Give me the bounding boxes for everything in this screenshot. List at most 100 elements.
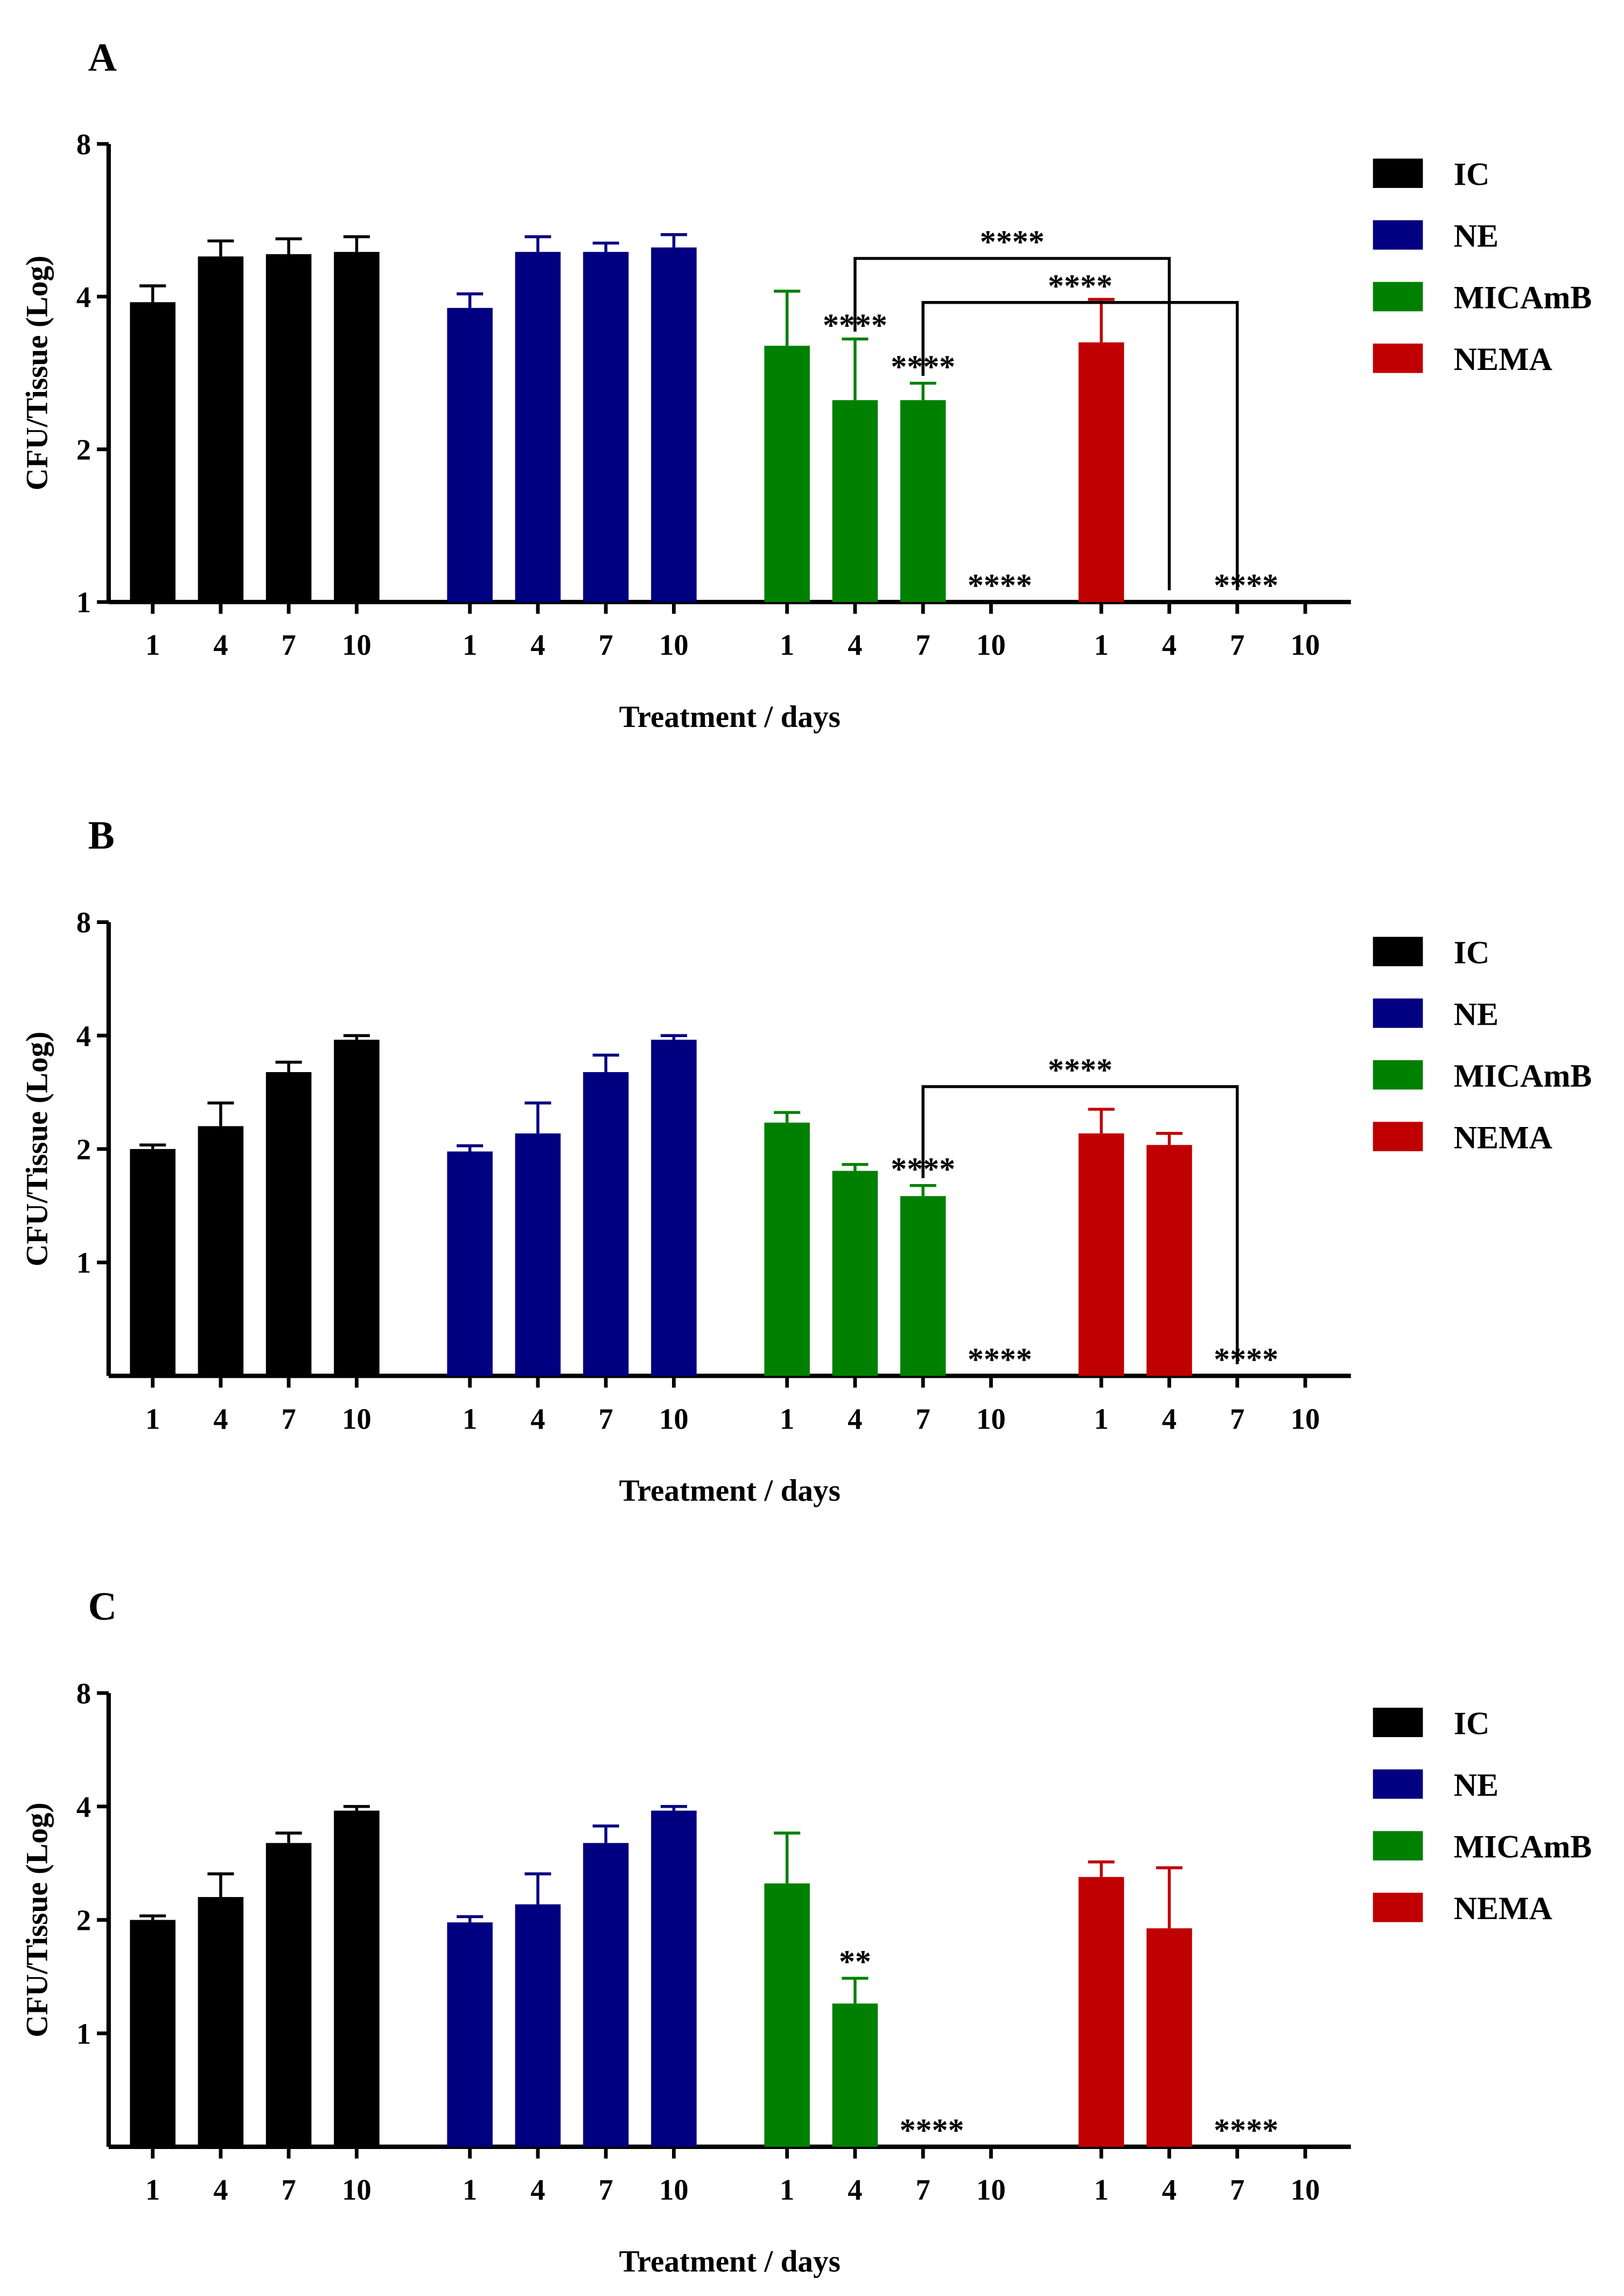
panel-label: B: [88, 813, 115, 857]
bar-nema: [1146, 1928, 1192, 2147]
x-tick-label: 7: [281, 1402, 296, 1435]
y-tick-label: 2: [76, 433, 91, 466]
bar-ic: [130, 1920, 176, 2147]
x-tick-label: 4: [213, 628, 228, 661]
bar-ic: [334, 1039, 380, 1376]
legend-swatch-micamb: [1373, 1831, 1423, 1861]
bar-micamb: [832, 1171, 878, 1376]
y-tick-label: 1: [76, 2017, 91, 2050]
legend-label-ne: NE: [1454, 218, 1499, 254]
significance-label: ****: [968, 568, 1032, 603]
x-axis-label: Treatment / days: [619, 1474, 841, 1508]
bar-ne: [447, 1151, 493, 1376]
x-tick-label: 7: [1230, 628, 1244, 661]
bar-ic: [130, 1149, 176, 1376]
significance-label: ****: [1214, 2112, 1278, 2148]
y-axis-label: CFU/Tissue (Log): [20, 1032, 54, 1266]
x-tick-label: 1: [463, 628, 477, 661]
x-tick-label: 10: [976, 628, 1006, 661]
y-tick-label: 2: [76, 1904, 91, 1937]
bar-ic: [130, 302, 176, 603]
bar-ne: [583, 251, 629, 603]
bar-ic: [334, 251, 380, 603]
y-tick-label: 4: [76, 1019, 91, 1052]
x-tick-label: 7: [281, 2173, 296, 2206]
panel-label: C: [88, 1584, 117, 1628]
bar-ne: [651, 1039, 697, 1376]
significance-label: ****: [1214, 568, 1278, 603]
legend-label-ic: IC: [1454, 1706, 1490, 1741]
x-tick-label: 10: [976, 2173, 1006, 2206]
bracket-label: ****: [1048, 1052, 1112, 1088]
y-axis-label: CFU/Tissue (Log): [20, 1802, 54, 2037]
significance-bracket: [921, 301, 1239, 591]
bar-micamb: [832, 400, 878, 603]
x-tick-label: 1: [145, 2173, 160, 2206]
x-tick-label: 4: [530, 2173, 545, 2206]
x-tick-label: 4: [848, 2173, 862, 2206]
legend-swatch-ne: [1373, 1769, 1423, 1799]
legend-swatch-ic: [1373, 158, 1423, 188]
bar-ne: [515, 1133, 561, 1376]
y-tick-label: 8: [76, 1677, 91, 1710]
panel-label: A: [88, 35, 117, 79]
x-tick-label: 10: [659, 2173, 689, 2206]
legend-swatch-nema: [1373, 1893, 1423, 1922]
bar-ne: [651, 1810, 697, 2147]
x-tick-label: 1: [145, 1402, 160, 1435]
x-tick-label: 4: [530, 628, 545, 661]
x-tick-label: 10: [976, 1402, 1006, 1435]
legend-label-ic: IC: [1454, 935, 1490, 970]
bar-ne: [515, 251, 561, 603]
significance-label: ****: [1214, 1341, 1278, 1377]
x-tick-label: 7: [599, 2173, 613, 2206]
x-tick-label: 1: [145, 628, 160, 661]
x-tick-label: 1: [780, 1402, 794, 1435]
legend-swatch-ne: [1373, 220, 1423, 250]
legend-swatch-micamb: [1373, 1060, 1423, 1090]
x-tick-label: 1: [1094, 2173, 1109, 2206]
x-tick-label: 7: [599, 1402, 613, 1435]
x-tick-label: 4: [213, 1402, 228, 1435]
bracket-label: ****: [1048, 268, 1112, 304]
bar-ic: [265, 1072, 312, 1376]
x-tick-label: 7: [916, 1402, 930, 1435]
x-tick-label: 10: [1291, 2173, 1320, 2206]
chart-panel-a: A 1 2 4 8 CFU/Tissue (Log) Treatment / days 1 4 7…: [20, 35, 1592, 734]
x-tick-label: 1: [463, 1402, 477, 1435]
legend-label-nema: NEMA: [1454, 1120, 1552, 1156]
x-axis-label: Treatment / days: [619, 2245, 841, 2279]
bar-nema: [1078, 1877, 1124, 2147]
legend-label-ne: NE: [1454, 1767, 1499, 1803]
legend-label-micamb: MICAmB: [1454, 1058, 1592, 1094]
bar-ne: [583, 1072, 629, 1376]
bar-ne: [447, 1922, 493, 2147]
bar-micamb: [764, 1122, 810, 1376]
x-tick-label: 10: [1291, 628, 1320, 661]
bar-nema: [1146, 1145, 1192, 1376]
bracket-label: ****: [980, 224, 1045, 260]
legend-label-ne: NE: [1454, 996, 1499, 1032]
legend-swatch-ic: [1373, 1707, 1423, 1738]
significance-label: ****: [968, 1341, 1032, 1377]
x-tick-label: 1: [1094, 1402, 1109, 1435]
x-tick-label: 4: [848, 628, 862, 661]
legend-swatch-nema: [1373, 344, 1423, 373]
x-tick-label: 10: [342, 628, 372, 661]
legend-swatch-ic: [1373, 936, 1423, 967]
x-tick-label: 1: [463, 2173, 477, 2206]
x-tick-label: 10: [659, 1402, 689, 1435]
significance-bracket: [853, 257, 1171, 591]
significance-label: ****: [891, 1151, 955, 1187]
bar-micamb: [832, 2003, 878, 2147]
bar-micamb: [900, 1196, 946, 1376]
bar-ic: [334, 1810, 380, 2147]
bar-ne: [447, 307, 493, 603]
x-tick-label: 4: [530, 1402, 545, 1435]
significance-label: ****: [891, 349, 955, 384]
x-tick-label: 1: [780, 628, 794, 661]
y-tick-label: 4: [76, 1790, 91, 1823]
chart-panel-c: C 1 2 4 8 CFU/Tissue (Log) Treatment / days 1 4 7…: [20, 1584, 1592, 2279]
legend-label-nema: NEMA: [1454, 1891, 1552, 1926]
